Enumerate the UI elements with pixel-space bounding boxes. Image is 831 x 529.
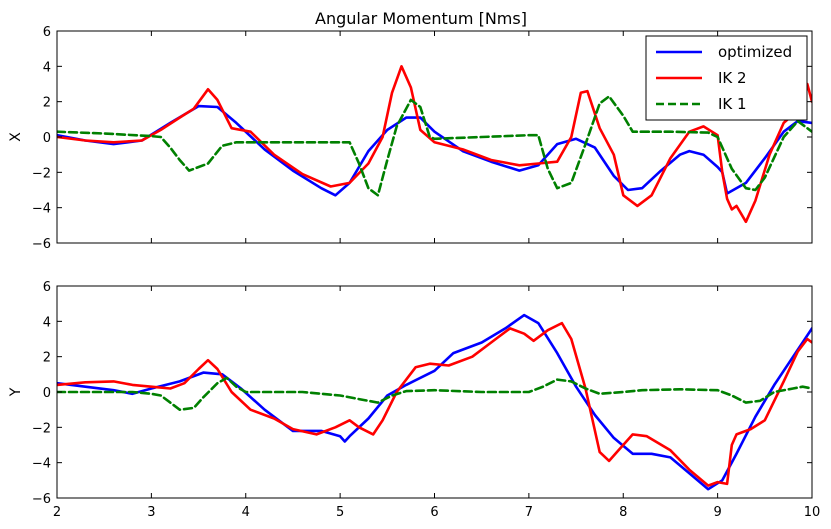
y-axis-label: X bbox=[8, 132, 24, 142]
y-tick-label: −6 bbox=[32, 492, 51, 507]
legend: optimized IK 2 IK 1 bbox=[645, 35, 808, 121]
y-tick-label: 4 bbox=[43, 315, 51, 330]
chart-title: Angular Momentum [Nms] bbox=[315, 9, 527, 28]
x-tick-label: 7 bbox=[525, 505, 533, 520]
axes-frame bbox=[56, 285, 813, 499]
x-tick-label: 2 bbox=[53, 505, 61, 520]
y-tick-label: −4 bbox=[32, 457, 51, 472]
x-tick-label: 6 bbox=[430, 505, 438, 520]
y-axis-label: Y bbox=[8, 387, 24, 397]
x-tick-label: 4 bbox=[242, 505, 250, 520]
x-tick-label: 5 bbox=[336, 505, 344, 520]
y-tick-label: −4 bbox=[32, 202, 51, 217]
subplot-y: −6 −4 −2 0 2 4 6 2 3 4 5 6 7 8 9 10 Y bbox=[8, 280, 820, 520]
x-tick-label: 10 bbox=[804, 505, 821, 520]
y-tick-label: 6 bbox=[43, 280, 51, 295]
series-line-ik-1-x bbox=[57, 95, 812, 197]
subplot-x: −6 −4 −2 0 2 4 6 X bbox=[8, 25, 813, 252]
y-tick-label: 2 bbox=[43, 351, 51, 366]
y-tick-label: −2 bbox=[32, 166, 51, 181]
series-line-optimized-x bbox=[57, 104, 812, 197]
y-tick-label: 0 bbox=[43, 386, 51, 401]
y-tick-label: −2 bbox=[32, 421, 51, 436]
legend-entry-label: IK 1 bbox=[718, 95, 747, 113]
y-tick-label: −6 bbox=[32, 237, 51, 252]
y-tick-label: 2 bbox=[43, 96, 51, 111]
series-line-ik-2-y bbox=[57, 321, 812, 487]
legend-entry-label: optimized bbox=[718, 43, 792, 61]
x-tick-label: 9 bbox=[713, 505, 721, 520]
x-tick-label: 3 bbox=[147, 505, 155, 520]
x-tick-label: 8 bbox=[619, 505, 627, 520]
series-line-optimized-y bbox=[57, 313, 812, 491]
y-tick-label: 0 bbox=[43, 131, 51, 146]
y-tick-label: 6 bbox=[43, 25, 51, 40]
series-line-ik-1-y bbox=[57, 376, 812, 411]
series-line-ik-2-x bbox=[57, 65, 812, 224]
legend-entry-label: IK 2 bbox=[718, 69, 747, 87]
y-tick-label: 4 bbox=[43, 60, 51, 75]
